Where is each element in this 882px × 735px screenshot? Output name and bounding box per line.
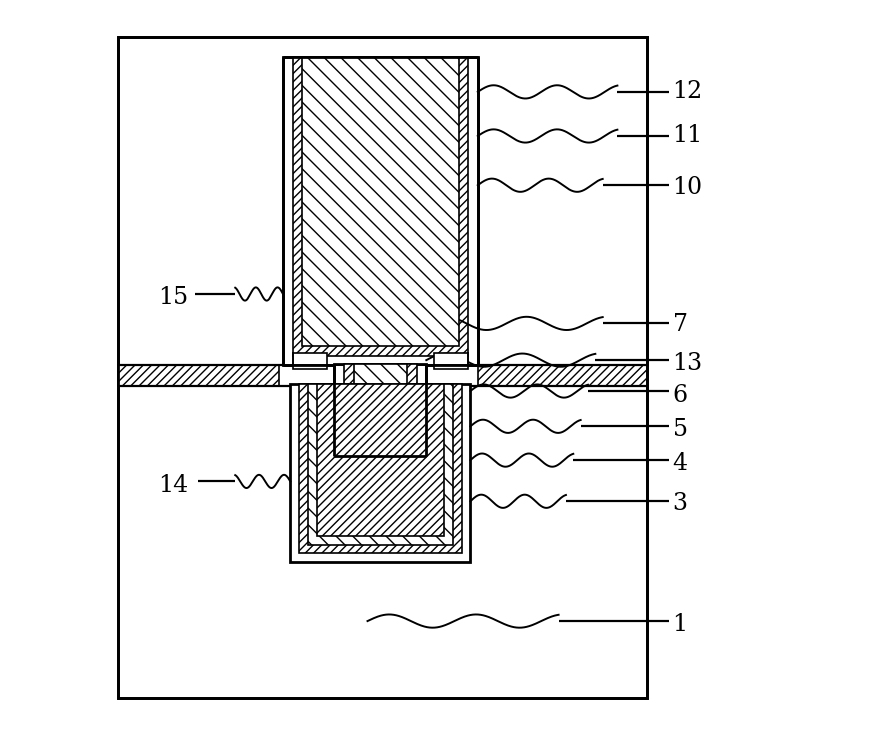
Bar xyxy=(317,384,444,536)
Text: 7: 7 xyxy=(673,313,688,337)
Bar xyxy=(478,365,647,386)
Bar xyxy=(299,384,461,553)
Bar xyxy=(293,57,468,356)
Text: 3: 3 xyxy=(673,492,688,515)
Bar xyxy=(117,37,647,698)
Text: 1: 1 xyxy=(673,613,688,637)
Bar xyxy=(334,364,426,456)
Bar xyxy=(354,364,407,456)
Text: 15: 15 xyxy=(158,286,188,309)
Text: 13: 13 xyxy=(673,352,703,376)
Text: 12: 12 xyxy=(673,80,703,104)
Text: 14: 14 xyxy=(158,473,188,497)
Bar xyxy=(117,365,280,386)
Bar xyxy=(117,37,647,698)
Text: 11: 11 xyxy=(673,124,703,148)
Bar xyxy=(293,353,327,369)
Text: 10: 10 xyxy=(673,176,703,199)
Text: 6: 6 xyxy=(673,384,688,407)
Bar xyxy=(302,57,459,346)
Bar xyxy=(283,57,478,365)
Bar xyxy=(434,353,468,369)
Bar xyxy=(308,384,452,545)
Text: 5: 5 xyxy=(673,418,688,442)
Bar xyxy=(344,364,417,456)
Text: 4: 4 xyxy=(673,451,688,475)
Bar xyxy=(290,384,470,562)
